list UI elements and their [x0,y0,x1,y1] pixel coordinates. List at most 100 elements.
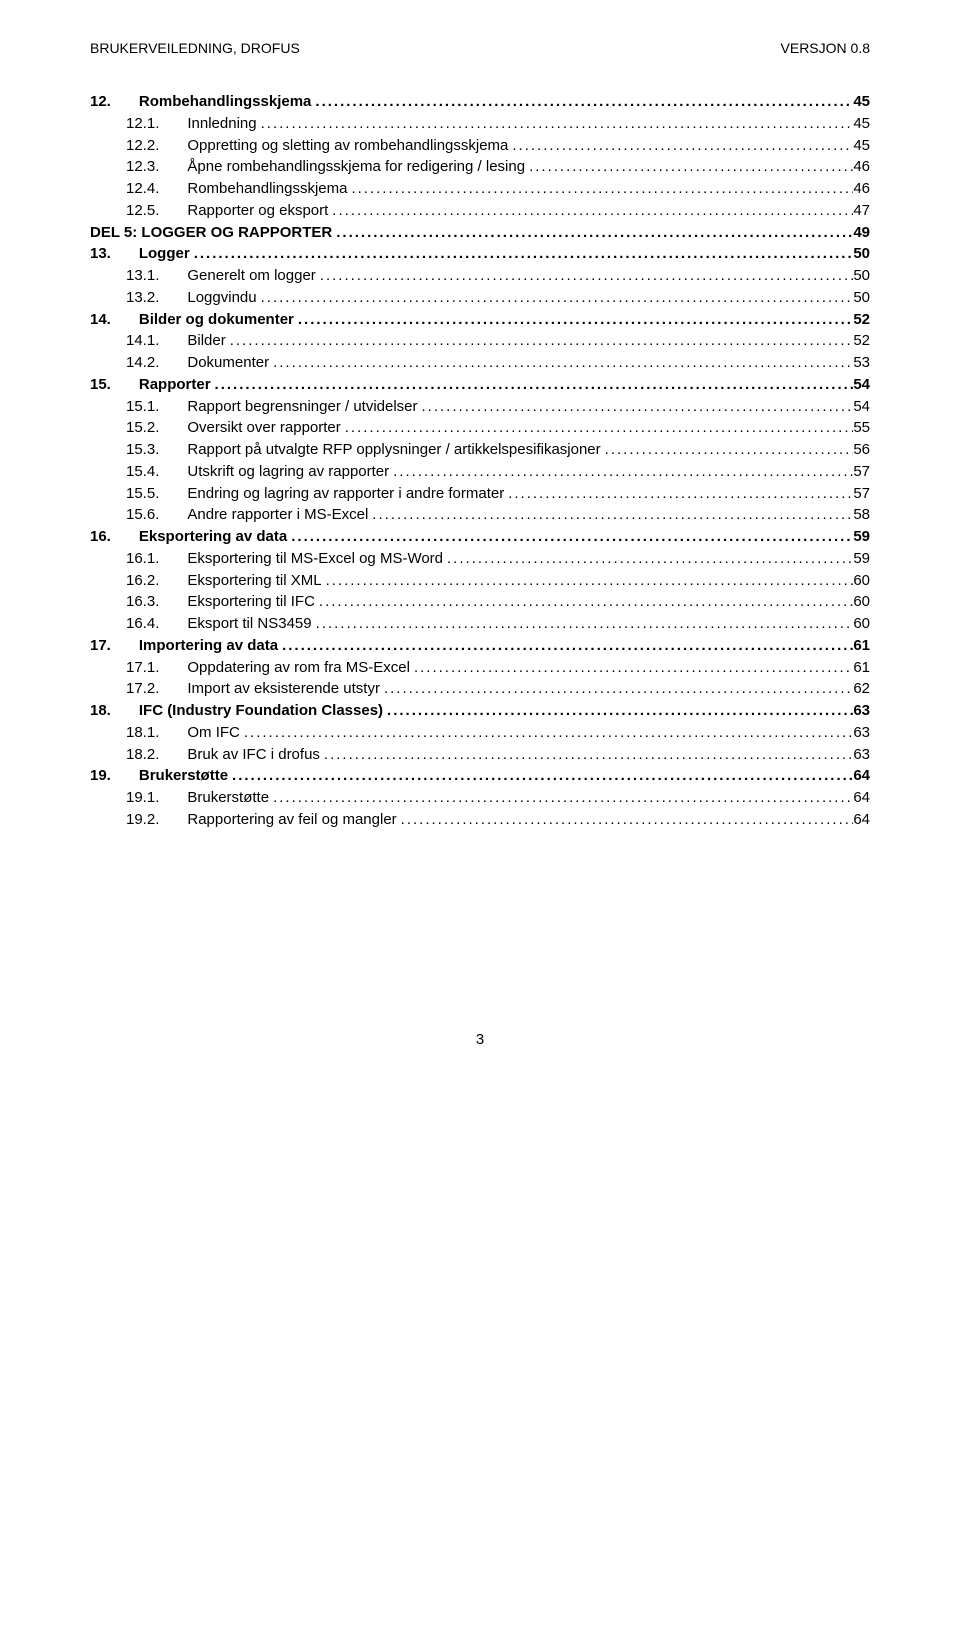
toc-number: 12.3. [126,156,159,178]
toc-number: 19.2. [126,809,159,831]
toc-label: Oppretting og sletting av rombehandlings… [159,135,508,157]
toc-number: 12.2. [126,135,159,157]
toc-leader-dots [508,135,853,157]
toc-leader-dots [380,678,853,700]
toc-page: 61 [853,635,870,657]
toc-number: 15.4. [126,461,159,483]
toc-label: Om IFC [159,722,240,744]
toc-page: 58 [853,504,870,526]
toc-label: Logger [111,243,190,265]
toc-page: 52 [853,330,870,352]
toc-leader-dots [312,613,854,635]
toc-leader-dots [311,91,853,113]
toc-entry: 16.3.Eksportering til IFC 60 [90,591,870,613]
toc-leader-dots [320,744,853,766]
toc-entry: 14.1.Bilder52 [90,330,870,352]
toc-leader-dots [257,287,854,309]
toc-label: Dokumenter [159,352,269,374]
toc-leader-dots [287,526,853,548]
page-footer: 3 [90,1031,870,1048]
toc-label: Eksportering til MS-Excel og MS-Word [159,548,443,570]
toc-entry: 15.4.Utskrift og lagring av rapporter 57 [90,461,870,483]
toc-leader-dots [328,200,853,222]
toc-leader-dots [211,374,854,396]
toc-page: 50 [853,265,870,287]
toc-entry: 13.2.Loggvindu50 [90,287,870,309]
toc-entry: 17.2.Import av eksisterende utstyr62 [90,678,870,700]
toc-page: 45 [853,91,870,113]
toc-page: 60 [853,570,870,592]
toc-number: 16.1. [126,548,159,570]
toc-page: 63 [853,744,870,766]
toc-page: 49 [853,222,870,244]
toc-entry: 12.4.Rombehandlingsskjema46 [90,178,870,200]
toc-page: 64 [853,787,870,809]
toc-leader-dots [389,461,853,483]
toc-leader-dots [443,548,853,570]
toc-entry: 15.1.Rapport begrensninger / utvidelser5… [90,396,870,418]
toc-number: 14.2. [126,352,159,374]
toc-label: Innledning [159,113,256,135]
toc-leader-dots [418,396,854,418]
toc-label: Rapporter og eksport [159,200,328,222]
toc-entry: 15.6.Andre rapporter i MS-Excel58 [90,504,870,526]
toc-leader-dots [269,352,853,374]
toc-label: Rapport på utvalgte RFP opplysninger / a… [159,439,600,461]
toc-label: Import av eksisterende utstyr [159,678,380,700]
toc-page: 60 [853,591,870,613]
toc-entry: 19.1.Brukerstøtte 64 [90,787,870,809]
toc-leader-dots [240,722,853,744]
toc-label: Eksport til NS3459 [159,613,311,635]
toc-entry: 19.Brukerstøtte 64 [90,765,870,787]
toc-leader-dots [525,156,853,178]
toc-label: Loggvindu [159,287,256,309]
toc-entry: 18.IFC (Industry Foundation Classes)63 [90,700,870,722]
toc-entry: 12.5.Rapporter og eksport47 [90,200,870,222]
toc-number: 19. [90,765,111,787]
toc-leader-dots [226,330,854,352]
toc-entry: 17.Importering av data61 [90,635,870,657]
toc-number: 18.2. [126,744,159,766]
toc-number: 19.1. [126,787,159,809]
toc-number: 12.1. [126,113,159,135]
toc-entry: 16.2.Eksportering til XML60 [90,570,870,592]
toc-label: Andre rapporter i MS-Excel [159,504,368,526]
toc-label: Oversikt over rapporter [159,417,340,439]
toc-leader-dots [269,787,853,809]
toc-leader-dots [190,243,854,265]
toc-label: Rombehandlingsskjema [111,91,312,113]
toc-page: 60 [853,613,870,635]
toc-number: 16.3. [126,591,159,613]
toc-label: Utskrift og lagring av rapporter [159,461,389,483]
toc-entry: 12.2.Oppretting og sletting av rombehand… [90,135,870,157]
toc-page: 56 [853,439,870,461]
toc-label: Eksportering til IFC [159,591,315,613]
toc-leader-dots [410,657,853,679]
toc-number: 18. [90,700,111,722]
toc-label: Brukerstøtte [111,765,228,787]
toc-number: 13. [90,243,111,265]
toc-number: 17. [90,635,111,657]
toc-page: 57 [853,461,870,483]
toc-page: 64 [853,765,870,787]
toc-leader-dots [294,309,853,331]
toc-label: Brukerstøtte [159,787,269,809]
toc-number: 17.1. [126,657,159,679]
header-right: VERSJON 0.8 [781,40,870,56]
toc-page: 53 [853,352,870,374]
toc-number: 15.2. [126,417,159,439]
toc-entry: 15.Rapporter54 [90,374,870,396]
toc-leader-dots [332,222,853,244]
toc-leader-dots [257,113,854,135]
page-number: 3 [476,1031,484,1048]
toc-leader-dots [341,417,854,439]
toc-entry: 13.Logger50 [90,243,870,265]
toc-entry: 12.Rombehandlingsskjema45 [90,91,870,113]
toc-entry: 12.1.Innledning45 [90,113,870,135]
toc-label: Bruk av IFC i drofus [159,744,320,766]
toc-entry: 15.5.Endring og lagring av rapporter i a… [90,483,870,505]
toc-number: 15. [90,374,111,396]
toc-label: Bilder [159,330,225,352]
toc-page: 45 [853,135,870,157]
toc-number: 17.2. [126,678,159,700]
